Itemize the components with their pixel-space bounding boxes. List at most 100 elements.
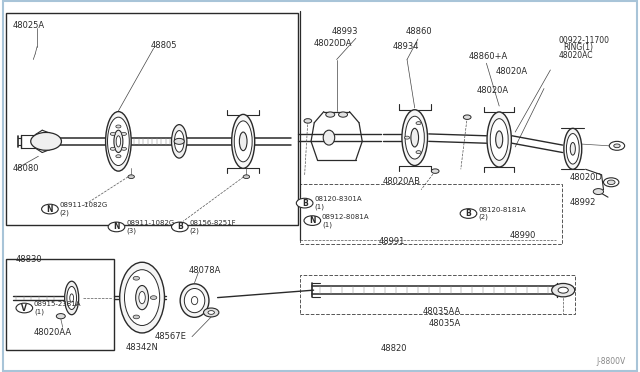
Ellipse shape [239, 132, 247, 151]
Text: 48078A: 48078A [188, 266, 221, 275]
Circle shape [404, 136, 410, 139]
Text: 48805: 48805 [151, 41, 177, 50]
Circle shape [609, 141, 625, 150]
Text: 48991: 48991 [378, 237, 404, 246]
Circle shape [122, 132, 127, 135]
Text: 08156-8251F: 08156-8251F [189, 220, 236, 226]
Text: N: N [309, 216, 316, 225]
Ellipse shape [125, 270, 160, 326]
Circle shape [431, 169, 439, 173]
Ellipse shape [70, 294, 74, 302]
Circle shape [110, 132, 115, 135]
Ellipse shape [323, 130, 335, 145]
Circle shape [133, 276, 140, 280]
Circle shape [208, 311, 214, 314]
Ellipse shape [411, 128, 419, 147]
Circle shape [460, 209, 477, 218]
Circle shape [128, 175, 134, 179]
Text: 48020AA: 48020AA [33, 328, 72, 337]
Text: B: B [466, 209, 471, 218]
Ellipse shape [106, 112, 131, 171]
Ellipse shape [139, 292, 145, 304]
Circle shape [463, 115, 471, 119]
Text: RING(1): RING(1) [563, 43, 593, 52]
Circle shape [172, 222, 188, 232]
Circle shape [133, 315, 140, 319]
Text: (1): (1) [322, 221, 332, 228]
Circle shape [204, 308, 219, 317]
Text: 48020AB: 48020AB [383, 177, 420, 186]
Text: 00922-11700: 00922-11700 [559, 36, 610, 45]
Ellipse shape [496, 131, 503, 148]
Ellipse shape [67, 286, 77, 310]
Ellipse shape [174, 131, 184, 152]
Ellipse shape [184, 289, 205, 312]
Text: 48035A: 48035A [428, 319, 460, 328]
Text: J-8800V: J-8800V [596, 357, 626, 366]
Text: 48020A: 48020A [477, 86, 509, 94]
Circle shape [31, 132, 61, 150]
Circle shape [614, 144, 620, 148]
Circle shape [339, 112, 348, 117]
Text: 48342N: 48342N [125, 343, 158, 352]
Circle shape [593, 189, 604, 195]
Ellipse shape [136, 286, 148, 310]
Ellipse shape [65, 281, 79, 315]
Circle shape [552, 283, 575, 297]
Ellipse shape [116, 136, 120, 147]
Text: 48020A: 48020A [496, 67, 528, 76]
Text: 08911-1082G: 08911-1082G [126, 220, 174, 226]
Circle shape [110, 147, 115, 150]
Ellipse shape [120, 262, 164, 333]
Text: 48080: 48080 [13, 164, 39, 173]
Circle shape [243, 175, 250, 179]
Ellipse shape [108, 117, 129, 166]
Text: 48567E: 48567E [155, 332, 187, 341]
Circle shape [42, 204, 58, 214]
Ellipse shape [405, 116, 424, 159]
Circle shape [304, 119, 312, 123]
Ellipse shape [180, 284, 209, 317]
Circle shape [16, 303, 33, 313]
Text: 48035AA: 48035AA [422, 307, 461, 316]
Ellipse shape [566, 134, 579, 164]
Text: 08912-8081A: 08912-8081A [322, 214, 369, 220]
Text: 48993: 48993 [332, 27, 358, 36]
Ellipse shape [232, 115, 255, 168]
Text: B: B [177, 222, 182, 231]
Ellipse shape [114, 130, 123, 153]
Circle shape [116, 125, 121, 128]
Text: 48820: 48820 [380, 344, 406, 353]
Circle shape [604, 178, 619, 187]
Circle shape [174, 138, 184, 144]
Circle shape [607, 180, 615, 185]
Circle shape [416, 151, 421, 154]
Text: N: N [47, 205, 53, 214]
Ellipse shape [570, 142, 575, 155]
Ellipse shape [490, 119, 508, 160]
Text: (3): (3) [126, 227, 136, 234]
Ellipse shape [402, 110, 428, 166]
Bar [300, 275, 575, 314]
Text: 08120-8301A: 08120-8301A [314, 196, 362, 202]
Circle shape [304, 216, 321, 225]
Bar [6, 259, 114, 350]
Ellipse shape [191, 296, 198, 305]
Text: 48992: 48992 [570, 198, 596, 207]
Bar [300, 184, 562, 244]
Circle shape [116, 155, 121, 158]
Text: 08120-8181A: 08120-8181A [478, 207, 525, 213]
Text: (1): (1) [34, 308, 44, 315]
Text: 48020D: 48020D [570, 173, 602, 182]
Ellipse shape [487, 112, 511, 167]
Circle shape [326, 112, 335, 117]
Circle shape [56, 314, 65, 319]
Text: (1): (1) [314, 203, 324, 210]
Circle shape [416, 122, 421, 125]
Circle shape [150, 296, 157, 299]
Circle shape [108, 222, 125, 232]
Text: (2): (2) [478, 214, 488, 221]
Ellipse shape [172, 125, 187, 158]
Text: 48860: 48860 [406, 27, 433, 36]
Text: N: N [113, 222, 120, 231]
